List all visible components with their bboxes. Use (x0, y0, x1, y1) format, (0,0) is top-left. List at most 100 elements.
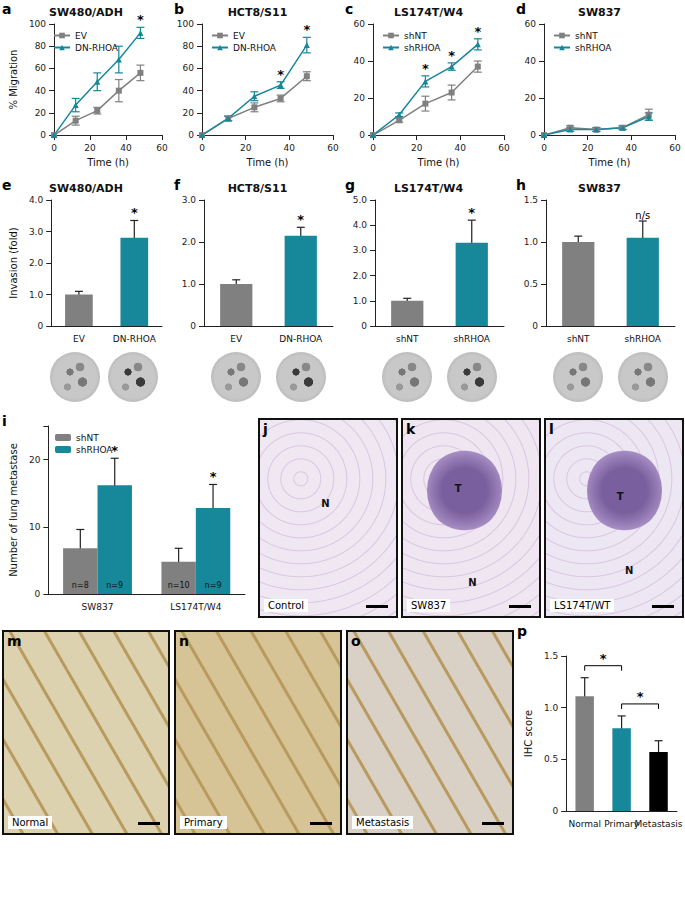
svg-text:20: 20 (354, 93, 366, 103)
svg-text:shNT: shNT (567, 334, 590, 344)
svg-text:EV: EV (73, 334, 86, 344)
svg-text:1.0: 1.0 (29, 290, 44, 300)
svg-text:SW837: SW837 (82, 602, 114, 612)
svg-text:1.0: 1.0 (182, 279, 197, 289)
svg-text:20: 20 (582, 143, 594, 153)
svg-text:*: * (474, 24, 481, 39)
svg-text:LS174T/W4: LS174T/W4 (170, 602, 221, 612)
svg-text:shNT: shNT (575, 31, 598, 41)
svg-text:60: 60 (525, 19, 537, 29)
svg-text:n=9: n=9 (106, 581, 123, 590)
svg-text:20: 20 (29, 455, 41, 465)
svg-text:SW837: SW837 (578, 182, 621, 195)
svg-text:0: 0 (552, 806, 558, 816)
svg-text:5.0: 5.0 (353, 195, 368, 205)
svg-text:shRHOA: shRHOA (404, 43, 441, 53)
svg-text:3.0: 3.0 (182, 195, 197, 205)
svg-text:DN-RHOA: DN-RHOA (233, 43, 277, 53)
svg-text:2.0: 2.0 (182, 237, 197, 247)
svg-text:1.0: 1.0 (544, 703, 559, 713)
svg-text:*: * (277, 67, 284, 82)
svg-text:0: 0 (40, 130, 46, 140)
svg-text:DN-RHOA: DN-RHOA (279, 334, 323, 344)
svg-text:0: 0 (361, 321, 367, 331)
svg-text:shRHOA: shRHOA (575, 43, 612, 53)
svg-text:40: 40 (284, 143, 296, 153)
svg-text:LS174T/W4: LS174T/W4 (394, 182, 464, 195)
svg-text:Time (h): Time (h) (417, 157, 460, 168)
svg-text:n=8: n=8 (72, 581, 89, 590)
svg-text:0: 0 (359, 130, 365, 140)
svg-text:*: * (468, 205, 475, 220)
svg-text:60: 60 (183, 63, 195, 73)
svg-text:shRHOA: shRHOA (76, 445, 113, 455)
svg-text:20: 20 (525, 93, 537, 103)
svg-text:Normal: Normal (568, 819, 601, 829)
svg-text:n/s: n/s (635, 210, 650, 221)
svg-text:*: * (131, 205, 138, 220)
svg-text:40: 40 (120, 143, 132, 153)
svg-text:40: 40 (455, 143, 467, 153)
svg-text:1.5: 1.5 (544, 651, 558, 661)
svg-text:DN-RHOA: DN-RHOA (113, 334, 157, 344)
svg-text:0: 0 (530, 130, 536, 140)
svg-text:0: 0 (188, 130, 194, 140)
svg-text:Invasion (fold): Invasion (fold) (8, 227, 19, 299)
svg-text:*: * (111, 443, 118, 458)
svg-text:0.5: 0.5 (544, 754, 558, 764)
svg-text:40: 40 (525, 56, 537, 66)
svg-text:60: 60 (669, 143, 681, 153)
svg-text:40: 40 (626, 143, 638, 153)
svg-text:shNT: shNT (76, 433, 99, 443)
svg-text:1.0: 1.0 (353, 296, 368, 306)
svg-text:DN-RHOA: DN-RHOA (75, 43, 119, 53)
svg-text:40: 40 (354, 56, 366, 66)
svg-text:60: 60 (498, 143, 510, 153)
svg-text:60: 60 (156, 143, 168, 153)
svg-text:EV: EV (75, 31, 88, 41)
svg-text:4.0: 4.0 (29, 195, 44, 205)
svg-text:0: 0 (532, 321, 538, 331)
svg-text:SW480/ADH: SW480/ADH (49, 6, 123, 19)
svg-text:shRHOA: shRHOA (454, 334, 491, 344)
svg-text:3.0: 3.0 (29, 227, 44, 237)
svg-text:*: * (448, 48, 455, 63)
svg-text:20: 20 (35, 108, 47, 118)
svg-text:80: 80 (35, 41, 47, 51)
svg-text:*: * (422, 61, 429, 76)
svg-text:40: 40 (35, 86, 47, 96)
svg-text:20: 20 (240, 143, 252, 153)
svg-text:1.0: 1.0 (524, 237, 539, 247)
svg-text:60: 60 (354, 19, 366, 29)
svg-text:20: 20 (411, 143, 423, 153)
svg-text:0: 0 (35, 589, 41, 599)
svg-text:*: * (303, 22, 310, 37)
svg-text:40: 40 (183, 86, 195, 96)
svg-text:3.0: 3.0 (353, 245, 368, 255)
svg-text:0: 0 (51, 143, 57, 153)
svg-text:0: 0 (190, 321, 196, 331)
svg-text:60: 60 (35, 63, 47, 73)
svg-text:100: 100 (29, 19, 46, 29)
svg-text:% Migration: % Migration (8, 50, 19, 110)
svg-text:10: 10 (29, 522, 41, 532)
svg-text:20: 20 (84, 143, 96, 153)
svg-text:EV: EV (230, 334, 243, 344)
svg-text:SW837: SW837 (578, 6, 621, 19)
svg-text:shNT: shNT (396, 334, 419, 344)
svg-text:HCT8/S11: HCT8/S11 (228, 182, 288, 195)
svg-text:Number of lung metastase: Number of lung metastase (8, 443, 19, 577)
svg-text:0: 0 (370, 143, 376, 153)
svg-text:shRHOA: shRHOA (625, 334, 662, 344)
svg-text:4.0: 4.0 (353, 220, 368, 230)
svg-text:20: 20 (183, 108, 195, 118)
svg-text:Time (h): Time (h) (246, 157, 289, 168)
svg-text:LS174T/W4: LS174T/W4 (394, 6, 464, 19)
svg-text:0: 0 (199, 143, 205, 153)
svg-text:SW480/ADH: SW480/ADH (49, 182, 123, 195)
svg-text:IHC score: IHC score (523, 710, 534, 758)
svg-text:*: * (600, 651, 607, 666)
svg-text:0.5: 0.5 (524, 279, 538, 289)
svg-text:Time (h): Time (h) (588, 157, 631, 168)
svg-text:0: 0 (37, 321, 43, 331)
